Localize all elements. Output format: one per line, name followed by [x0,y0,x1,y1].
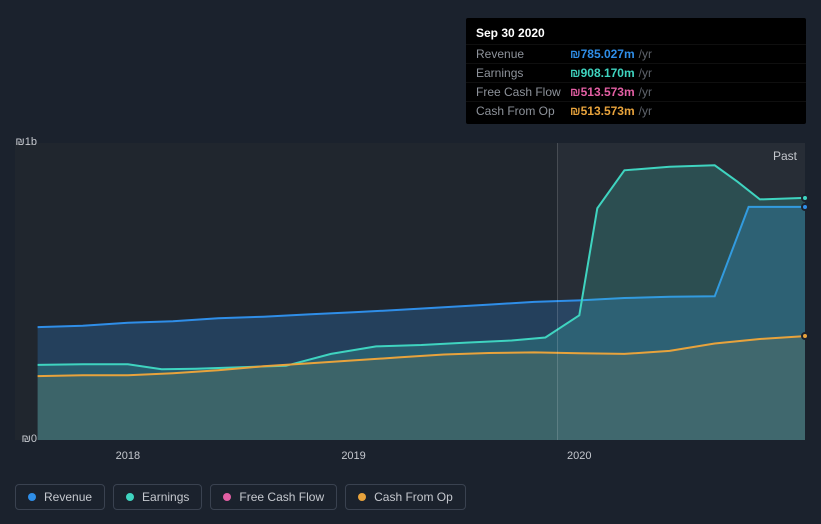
tooltip-metric-label: Revenue [476,47,570,61]
tooltip-metric-suffix: /yr [635,66,652,80]
tooltip-row: Free Cash Flow₪513.573m/yr [466,82,806,101]
legend-label: Free Cash Flow [239,490,324,504]
end-marker-cash_from_op [801,332,809,340]
chart-svg [15,143,805,440]
legend-item-earnings[interactable]: Earnings [113,484,202,510]
tooltip-date: Sep 30 2020 [466,22,806,44]
past-label: Past [773,149,797,163]
legend-label: Earnings [142,490,189,504]
x-axis-label: 2020 [549,450,609,462]
end-marker-revenue [801,203,809,211]
legend-dot-icon [126,493,134,501]
legend-dot-icon [28,493,36,501]
legend-dot-icon [223,493,231,501]
tooltip-metric-value: ₪513.573m [570,104,635,118]
tooltip-row: Earnings₪908.170m/yr [466,63,806,82]
tooltip-metric-label: Earnings [476,66,570,80]
legend-label: Revenue [44,490,92,504]
chart-legend: Revenue Earnings Free Cash Flow Cash From O… [15,484,466,510]
end-marker-earnings [801,194,809,202]
tooltip-metric-value: ₪785.027m [570,47,635,61]
legend-item-revenue[interactable]: Revenue [15,484,105,510]
tooltip-metric-value: ₪513.573m [570,85,635,99]
financial-chart: Past ₪1b₪0 201820192020 [15,125,805,440]
y-axis-label: ₪0 [7,433,37,445]
legend-item-cash_from_op[interactable]: Cash From Op [345,484,466,510]
legend-dot-icon [358,493,366,501]
tooltip-metric-value: ₪908.170m [570,66,635,80]
tooltip-metric-label: Cash From Op [476,104,570,118]
chart-tooltip: Sep 30 2020 Revenue₪785.027m/yrEarnings₪… [466,18,806,124]
x-axis-label: 2018 [98,450,158,462]
tooltip-metric-suffix: /yr [635,47,652,61]
crosshair-line [557,143,558,440]
tooltip-metric-label: Free Cash Flow [476,85,570,99]
tooltip-metric-suffix: /yr [635,104,652,118]
x-axis-label: 2019 [324,450,384,462]
legend-item-free_cash_flow[interactable]: Free Cash Flow [210,484,337,510]
tooltip-row: Revenue₪785.027m/yr [466,44,806,63]
tooltip-row: Cash From Op₪513.573m/yr [466,101,806,120]
legend-label: Cash From Op [374,490,453,504]
y-axis-label: ₪1b [7,136,37,148]
tooltip-metric-suffix: /yr [635,85,652,99]
